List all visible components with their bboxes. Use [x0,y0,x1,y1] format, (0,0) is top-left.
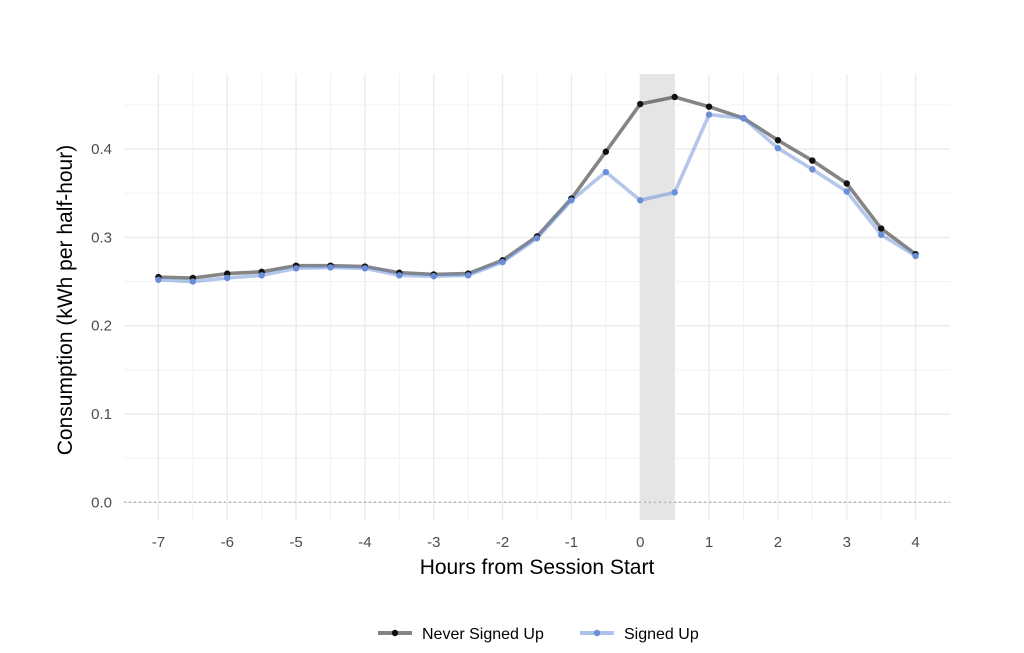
data-point-signed-up [499,258,506,266]
data-point-signed-up [396,272,403,279]
data-point-never-signed-up [224,270,231,277]
x-tick-label: -4 [358,534,371,551]
data-point-signed-up [637,197,644,204]
legend: Never Signed Up Signed Up [378,626,699,643]
x-tick-label: 0 [636,534,644,551]
x-axis-tick-labels: -7 -6 -5 -4 -3 -2 -1 0 1 2 3 4 [152,534,920,551]
data-point-signed-up [912,252,919,260]
data-point-signed-up [327,264,334,271]
x-tick-label: -7 [152,534,165,551]
x-tick-label: 1 [705,534,713,551]
shaded-session-region [640,74,675,520]
x-tick-label: 2 [774,534,782,551]
data-point-never-signed-up [705,103,713,110]
data-point-signed-up [671,189,678,196]
x-tick-label: -5 [289,534,302,551]
data-point-signed-up [189,278,197,285]
data-point-signed-up [602,168,610,176]
data-point-never-signed-up [637,100,644,108]
session-shade-rect [640,74,675,520]
grid-lines [124,74,950,520]
data-point-signed-up [809,166,816,173]
data-point-signed-up [705,111,713,118]
data-point-signed-up [258,272,265,279]
data-point-signed-up [843,188,850,195]
data-point-never-signed-up [843,180,850,187]
x-axis-title: Hours from Session Start [420,556,655,579]
data-point-signed-up [877,231,885,238]
data-point-never-signed-up [774,137,782,144]
y-axis-tick-labels: 0.0 0.1 0.2 0.3 0.4 [91,141,112,511]
x-tick-label: -6 [221,534,234,551]
y-tick-label: 0.4 [91,141,112,158]
data-point-never-signed-up [809,157,816,164]
data-point-signed-up [361,265,369,272]
y-axis-title: Consumption (kWh per half-hour) [54,145,77,455]
legend-item-never-signed-up: Never Signed Up [378,626,544,643]
data-point-signed-up [464,272,472,279]
legend-marker-never-signed-up [391,629,399,637]
data-point-signed-up [774,144,782,152]
x-tick-label: -2 [496,534,509,551]
data-point-signed-up [292,265,300,272]
series-points [155,93,919,285]
x-tick-label: -1 [565,534,578,551]
data-point-signed-up [155,276,162,283]
legend-item-signed-up: Signed Up [580,626,699,643]
data-point-signed-up [740,114,747,122]
data-point-signed-up [224,274,231,282]
data-point-never-signed-up [671,93,678,101]
data-point-signed-up [430,273,437,280]
legend-label-never-signed-up: Never Signed Up [422,626,544,643]
legend-label-signed-up: Signed Up [624,626,699,643]
x-tick-label: -3 [427,534,440,551]
data-point-never-signed-up [602,148,610,155]
legend-marker-signed-up [593,629,601,637]
y-tick-label: 0.1 [91,406,112,423]
data-point-signed-up [568,197,575,204]
y-tick-label: 0.3 [91,229,112,246]
y-tick-label: 0.2 [91,318,112,335]
y-tick-label: 0.0 [91,494,112,511]
x-tick-label: 3 [843,534,851,551]
x-tick-label: 4 [911,534,919,551]
data-point-signed-up [533,235,541,242]
data-point-never-signed-up [877,225,885,232]
